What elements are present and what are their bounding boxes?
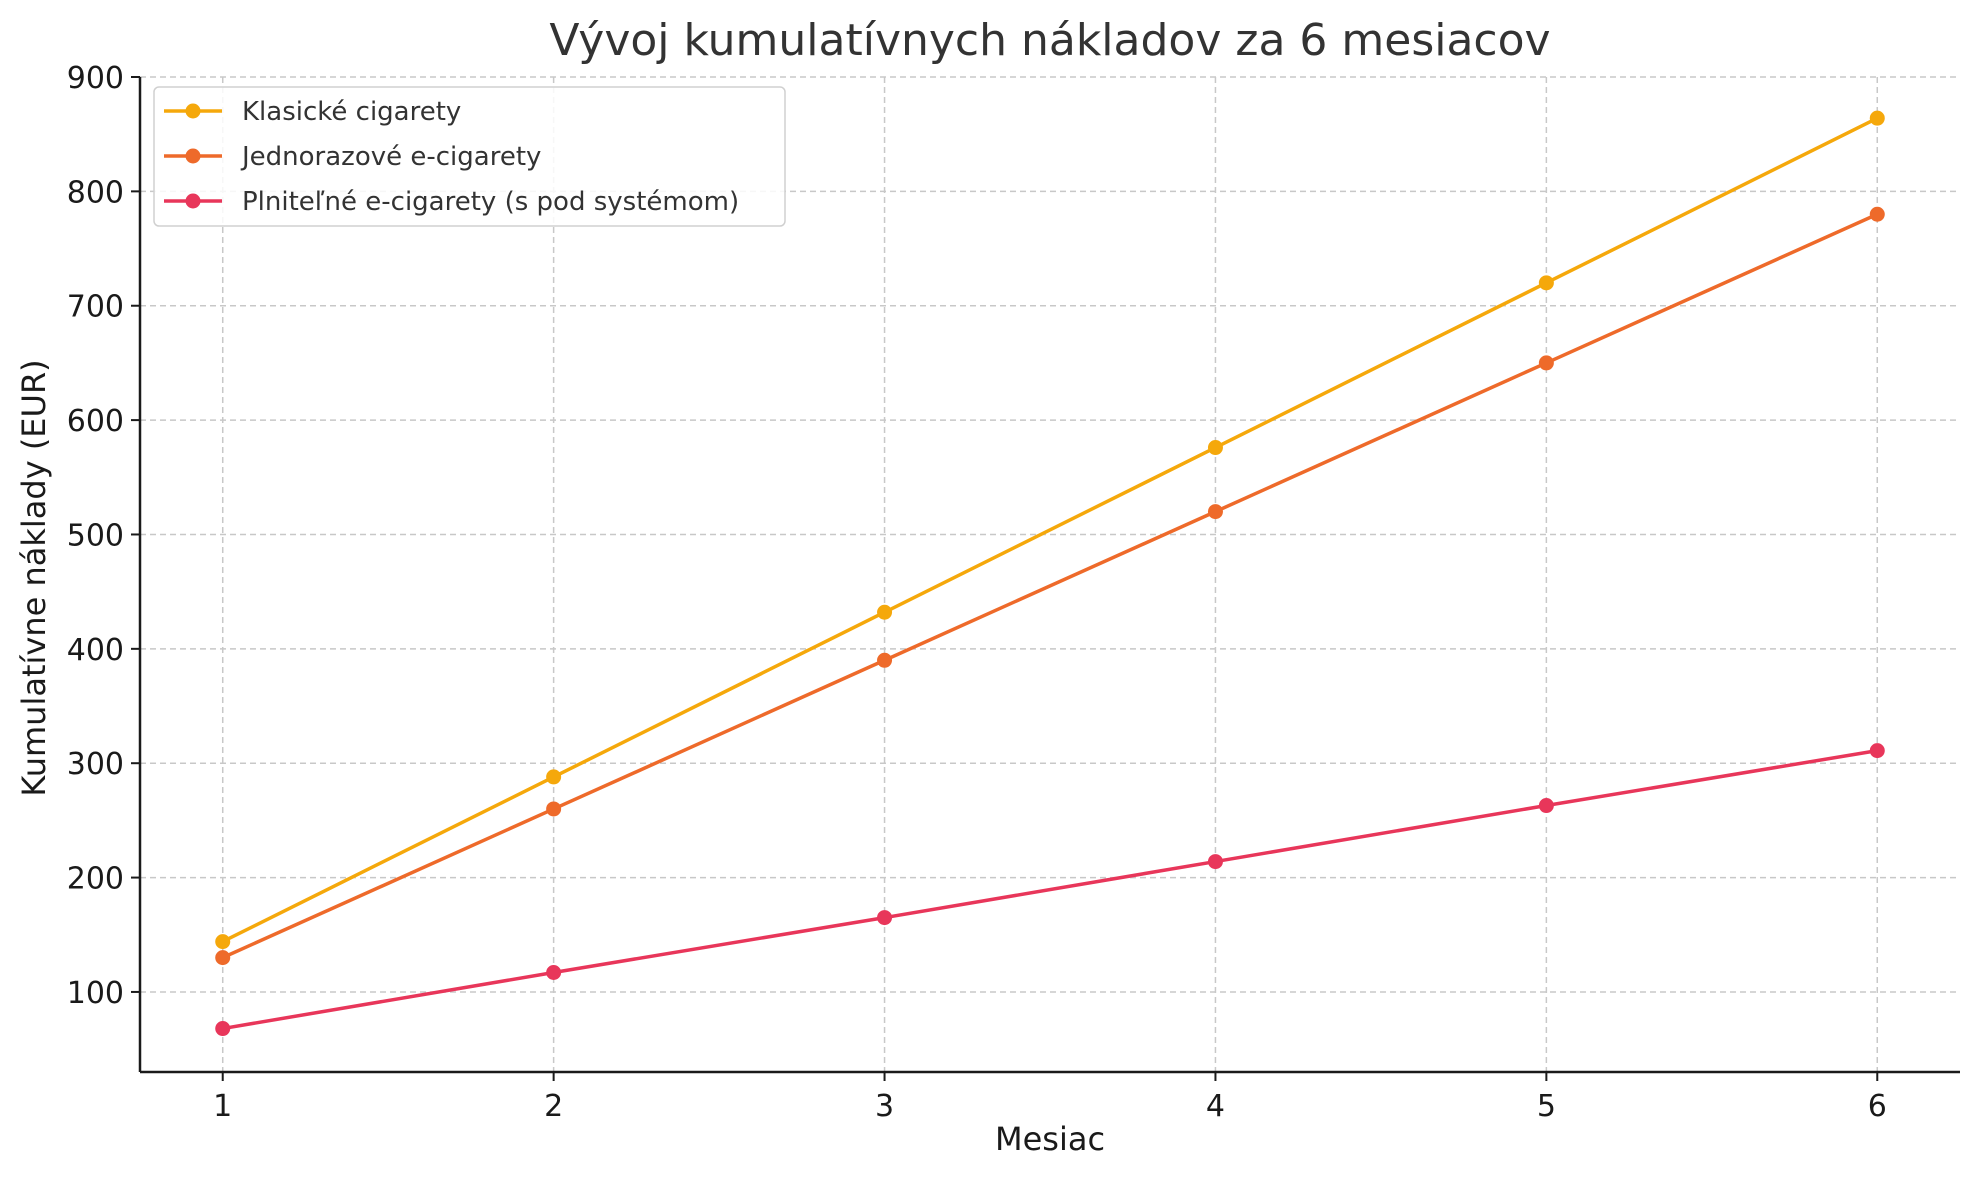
data-point-series-3 xyxy=(1207,854,1223,870)
y-tick-label: 300 xyxy=(67,747,124,782)
legend-marker-3 xyxy=(185,193,201,209)
y-tick-label: 500 xyxy=(67,518,124,553)
series-line-1 xyxy=(221,116,1879,944)
data-point-series-3 xyxy=(1538,798,1554,814)
y-tick-label: 400 xyxy=(67,633,124,668)
legend-label-2: Jednorazové e-cigarety xyxy=(240,142,541,172)
data-point-series-3 xyxy=(877,910,893,926)
series-line-3 xyxy=(222,748,1878,1031)
x-tick-label: 3 xyxy=(875,1089,894,1124)
data-point-series-2 xyxy=(1869,206,1885,222)
x-axis-label: Mesiac xyxy=(995,1120,1105,1158)
legend-box xyxy=(153,86,786,227)
data-point-series-3 xyxy=(1869,743,1885,759)
y-tick-label: 700 xyxy=(67,290,124,325)
data-point-series-1 xyxy=(215,934,231,950)
y-tick-label: 800 xyxy=(67,175,124,210)
x-tick-label: 2 xyxy=(544,1089,563,1124)
data-point-series-2 xyxy=(215,950,231,966)
data-point-series-1 xyxy=(1207,440,1223,456)
chart-title: Vývoj kumulatívnych nákladov za 6 mesiac… xyxy=(549,15,1550,66)
x-tick-label: 6 xyxy=(1868,1089,1887,1124)
data-point-series-3 xyxy=(546,965,562,980)
data-point-series-2 xyxy=(877,652,893,668)
data-point-series-2 xyxy=(546,801,562,817)
data-point-series-2 xyxy=(1207,504,1223,520)
y-tick-label: 200 xyxy=(67,862,124,897)
x-tick-label: 4 xyxy=(1206,1089,1225,1124)
x-tick-label: 1 xyxy=(213,1089,232,1124)
legend-marker-2 xyxy=(185,148,201,164)
data-point-series-3 xyxy=(215,1021,231,1037)
data-point-series-1 xyxy=(877,604,893,620)
y-tick-label: 900 xyxy=(67,61,124,96)
data-point-series-2 xyxy=(1538,355,1554,371)
data-point-series-1 xyxy=(1538,275,1554,291)
legend: Klasické cigarety Jednorazové e-cigarety P… xyxy=(153,86,786,227)
data-point-series-1 xyxy=(1869,110,1885,126)
series-line-2 xyxy=(222,212,1878,960)
y-tick-label: 100 xyxy=(67,976,124,1011)
legend-marker-1 xyxy=(185,103,201,119)
data-point-series-1 xyxy=(546,769,562,785)
legend-label-1: Klasické cigarety xyxy=(242,97,461,127)
y-tick-label: 600 xyxy=(67,404,124,439)
y-axis-label: Kumulatívne náklady (EUR) xyxy=(15,359,53,796)
x-tick-label: 5 xyxy=(1537,1089,1556,1124)
legend-label-3: Plniteľné e-cigarety (s pod systémom) xyxy=(242,187,739,217)
series-layer xyxy=(215,110,1885,1037)
axes: 1 2 3 4 5 6 100 200 300 400 500 600 700 800 900 xyxy=(67,61,1960,1124)
